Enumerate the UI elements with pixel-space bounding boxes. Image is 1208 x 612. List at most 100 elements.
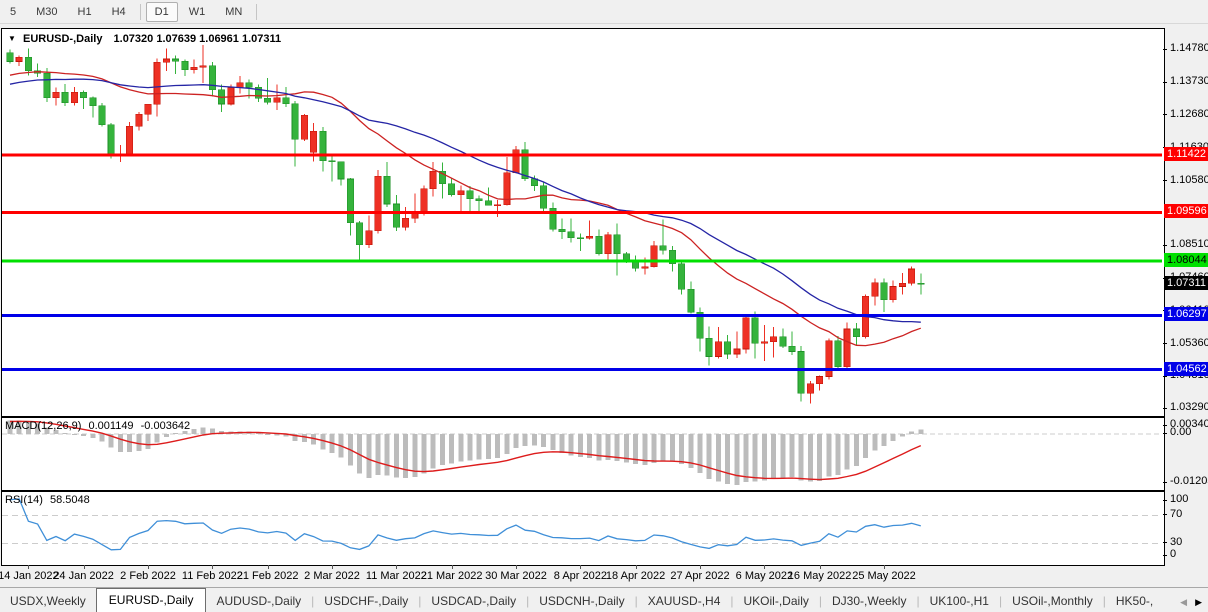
rsi-value: 58.5048 [49,494,90,506]
date-tick [700,565,701,569]
rsi-label: RSI(14) 58.5048 [5,494,90,506]
macd-panel[interactable]: MACD(12,26,9) 0.001149 -0.003642 [1,417,1165,491]
timeframe-button-h4[interactable]: H4 [111,5,126,18]
rsi-tick-label: 0 [1170,548,1177,560]
price-tick-label-tick [1163,48,1167,50]
tab-dj30-weekly[interactable]: DJ30-,Weekly [831,594,907,608]
date-tick-label: 30 Mar 2022 [485,570,547,582]
price-tick-label: 1.08510 [1170,238,1208,251]
price-tick-label: 1.13730 [1170,75,1208,88]
price-line-label: 1.07311 [1164,275,1208,290]
date-tick [516,565,517,569]
price-tick-label: 1.05360 [1170,336,1208,349]
tab-scroll-arrows: ◀ ▶ [1180,597,1208,612]
price-line-label: 1.11422 [1164,147,1208,162]
timeframe-button-w1[interactable]: W1 [188,5,206,18]
timeframe-button-m30[interactable]: M30 [36,5,58,18]
macd-name: MACD(12,26,9) [5,420,82,432]
price-tick-label: 1.03290 [1170,401,1208,414]
rsi-tick-label-tick [1163,542,1167,543]
tab-eurusd-daily[interactable]: EURUSD-,Daily [95,588,207,612]
tab-usdx-weekly[interactable]: USDX,Weekly [10,594,86,608]
candlestick-chart[interactable] [2,29,1162,414]
tab-separator: | [916,594,920,608]
price-tick-label-tick [1163,407,1167,409]
price-tick-label-tick [1163,343,1167,345]
date-tick-label: 11 Mar 2022 [365,570,427,582]
tab-separator: | [311,594,315,608]
price-axis[interactable]: 1.147801.137301.126801.116301.105801.085… [1163,28,1208,565]
rsi-chart[interactable] [2,492,1162,563]
date-tick-label: 8 Apr 2022 [553,570,607,582]
date-tick-label: 27 Apr 2022 [670,570,730,582]
date-tick [396,565,398,569]
tab-separator: | [634,594,638,608]
macd-tick-label: -0.012058 [1170,475,1208,488]
macd-tick-label-tick [1163,481,1167,483]
tab-xauusd-h4[interactable]: XAUUSD-,H4 [647,594,721,608]
tab-usdcad-daily[interactable]: USDCAD-,Daily [431,594,517,608]
tab-hk50[interactable]: HK50-, [1115,594,1154,608]
price-line-label: 1.08044 [1164,252,1208,267]
date-tick-label: 21 Mar 2022 [420,570,483,582]
date-tick-label: 25 May 2022 [852,570,916,582]
time-axis[interactable]: 14 Jan 2022 24 Jan 2022 2 Feb 2022 11 Feb 2… [0,565,1163,587]
tab-uk100-h1[interactable]: UK100-,H1 [929,594,989,608]
tab-separator: | [818,594,822,608]
price-tick-label: 1.12680 [1170,107,1208,120]
timeframe-button-mn[interactable]: MN [225,5,243,18]
date-tick-label: 16 May 2022 [787,570,852,582]
date-tick [580,565,582,569]
tab-scroll-left-icon[interactable]: ◀ [1180,597,1188,607]
timeframe-button-d1[interactable]: D1 [145,1,178,22]
date-tick [212,565,214,569]
price-tick-label-tick [1163,114,1167,116]
date-tick-label: 2 Feb 2022 [120,570,176,582]
rsi-tick-label: 70 [1170,507,1183,520]
date-tick-label: 6 May 2022 [735,570,794,582]
tab-ukoil-daily[interactable]: UKOil-,Daily [743,594,809,608]
tab-separator: | [526,594,530,608]
price-line-label: 1.06297 [1164,307,1208,322]
price-tick-label-tick [1163,180,1167,181]
macd-tick-label-tick [1163,432,1167,434]
price-tick-label: 1.10580 [1170,173,1208,186]
date-tick [332,565,333,569]
date-tick-label: 11 Feb 2022 [181,570,243,582]
price-chart-panel[interactable]: ▼ EURUSD-,Daily 1.07320 1.07639 1.06961 … [1,28,1165,417]
date-tick-label: 2 Mar 2022 [304,570,360,582]
tab-usoil-monthly[interactable]: USOil-,Monthly [1012,594,1093,608]
tab-usdcnh-daily[interactable]: USDCNH-,Daily [539,594,625,608]
chart-ohlc-values: 1.07320 1.07639 1.06961 1.07311 [113,33,282,45]
tab-scroll-right-icon[interactable]: ▶ [1195,597,1202,607]
date-tick-label: 14 Jan 2022 [0,570,59,582]
price-tick-label-tick [1163,375,1167,377]
macd-label: MACD(12,26,9) 0.001149 -0.003642 [5,420,190,432]
date-tick [764,565,766,569]
date-tick [267,565,269,569]
rsi-tick-label: 30 [1170,535,1183,548]
rsi-panel[interactable]: RSI(14) 58.5048 [1,491,1165,566]
date-tick [884,565,885,569]
date-tick [83,565,85,569]
date-tick-label: 21 Feb 2022 [236,570,299,582]
macd-main-value: 0.001149 [88,420,134,432]
tab-audusd-daily[interactable]: AUDUSD-,Daily [216,594,302,608]
date-tick-label: 18 Apr 2022 [605,570,666,582]
toolbar-separator [256,3,258,20]
date-tick [28,565,30,569]
chevron-down-icon[interactable]: ▼ [8,34,16,43]
macd-chart[interactable] [2,418,1162,488]
rsi-tick-label-tick [1163,499,1167,501]
tab-separator: | [1102,594,1106,608]
macd-tick-label-tick [1163,424,1167,426]
chart-tabs: USDX,Weekly EURUSD-,Daily AUDUSD-,Daily | US… [0,587,1208,612]
date-tick-label: 24 Jan 2022 [53,570,114,582]
price-tick-label-tick [1163,244,1167,246]
rsi-tick-label-tick [1163,554,1167,556]
timeframe-button-h1[interactable]: H1 [77,5,92,18]
timeframe-button-5[interactable]: 5 [10,5,17,18]
tab-separator: | [730,594,734,608]
tab-usdchf-daily[interactable]: USDCHF-,Daily [324,594,409,608]
